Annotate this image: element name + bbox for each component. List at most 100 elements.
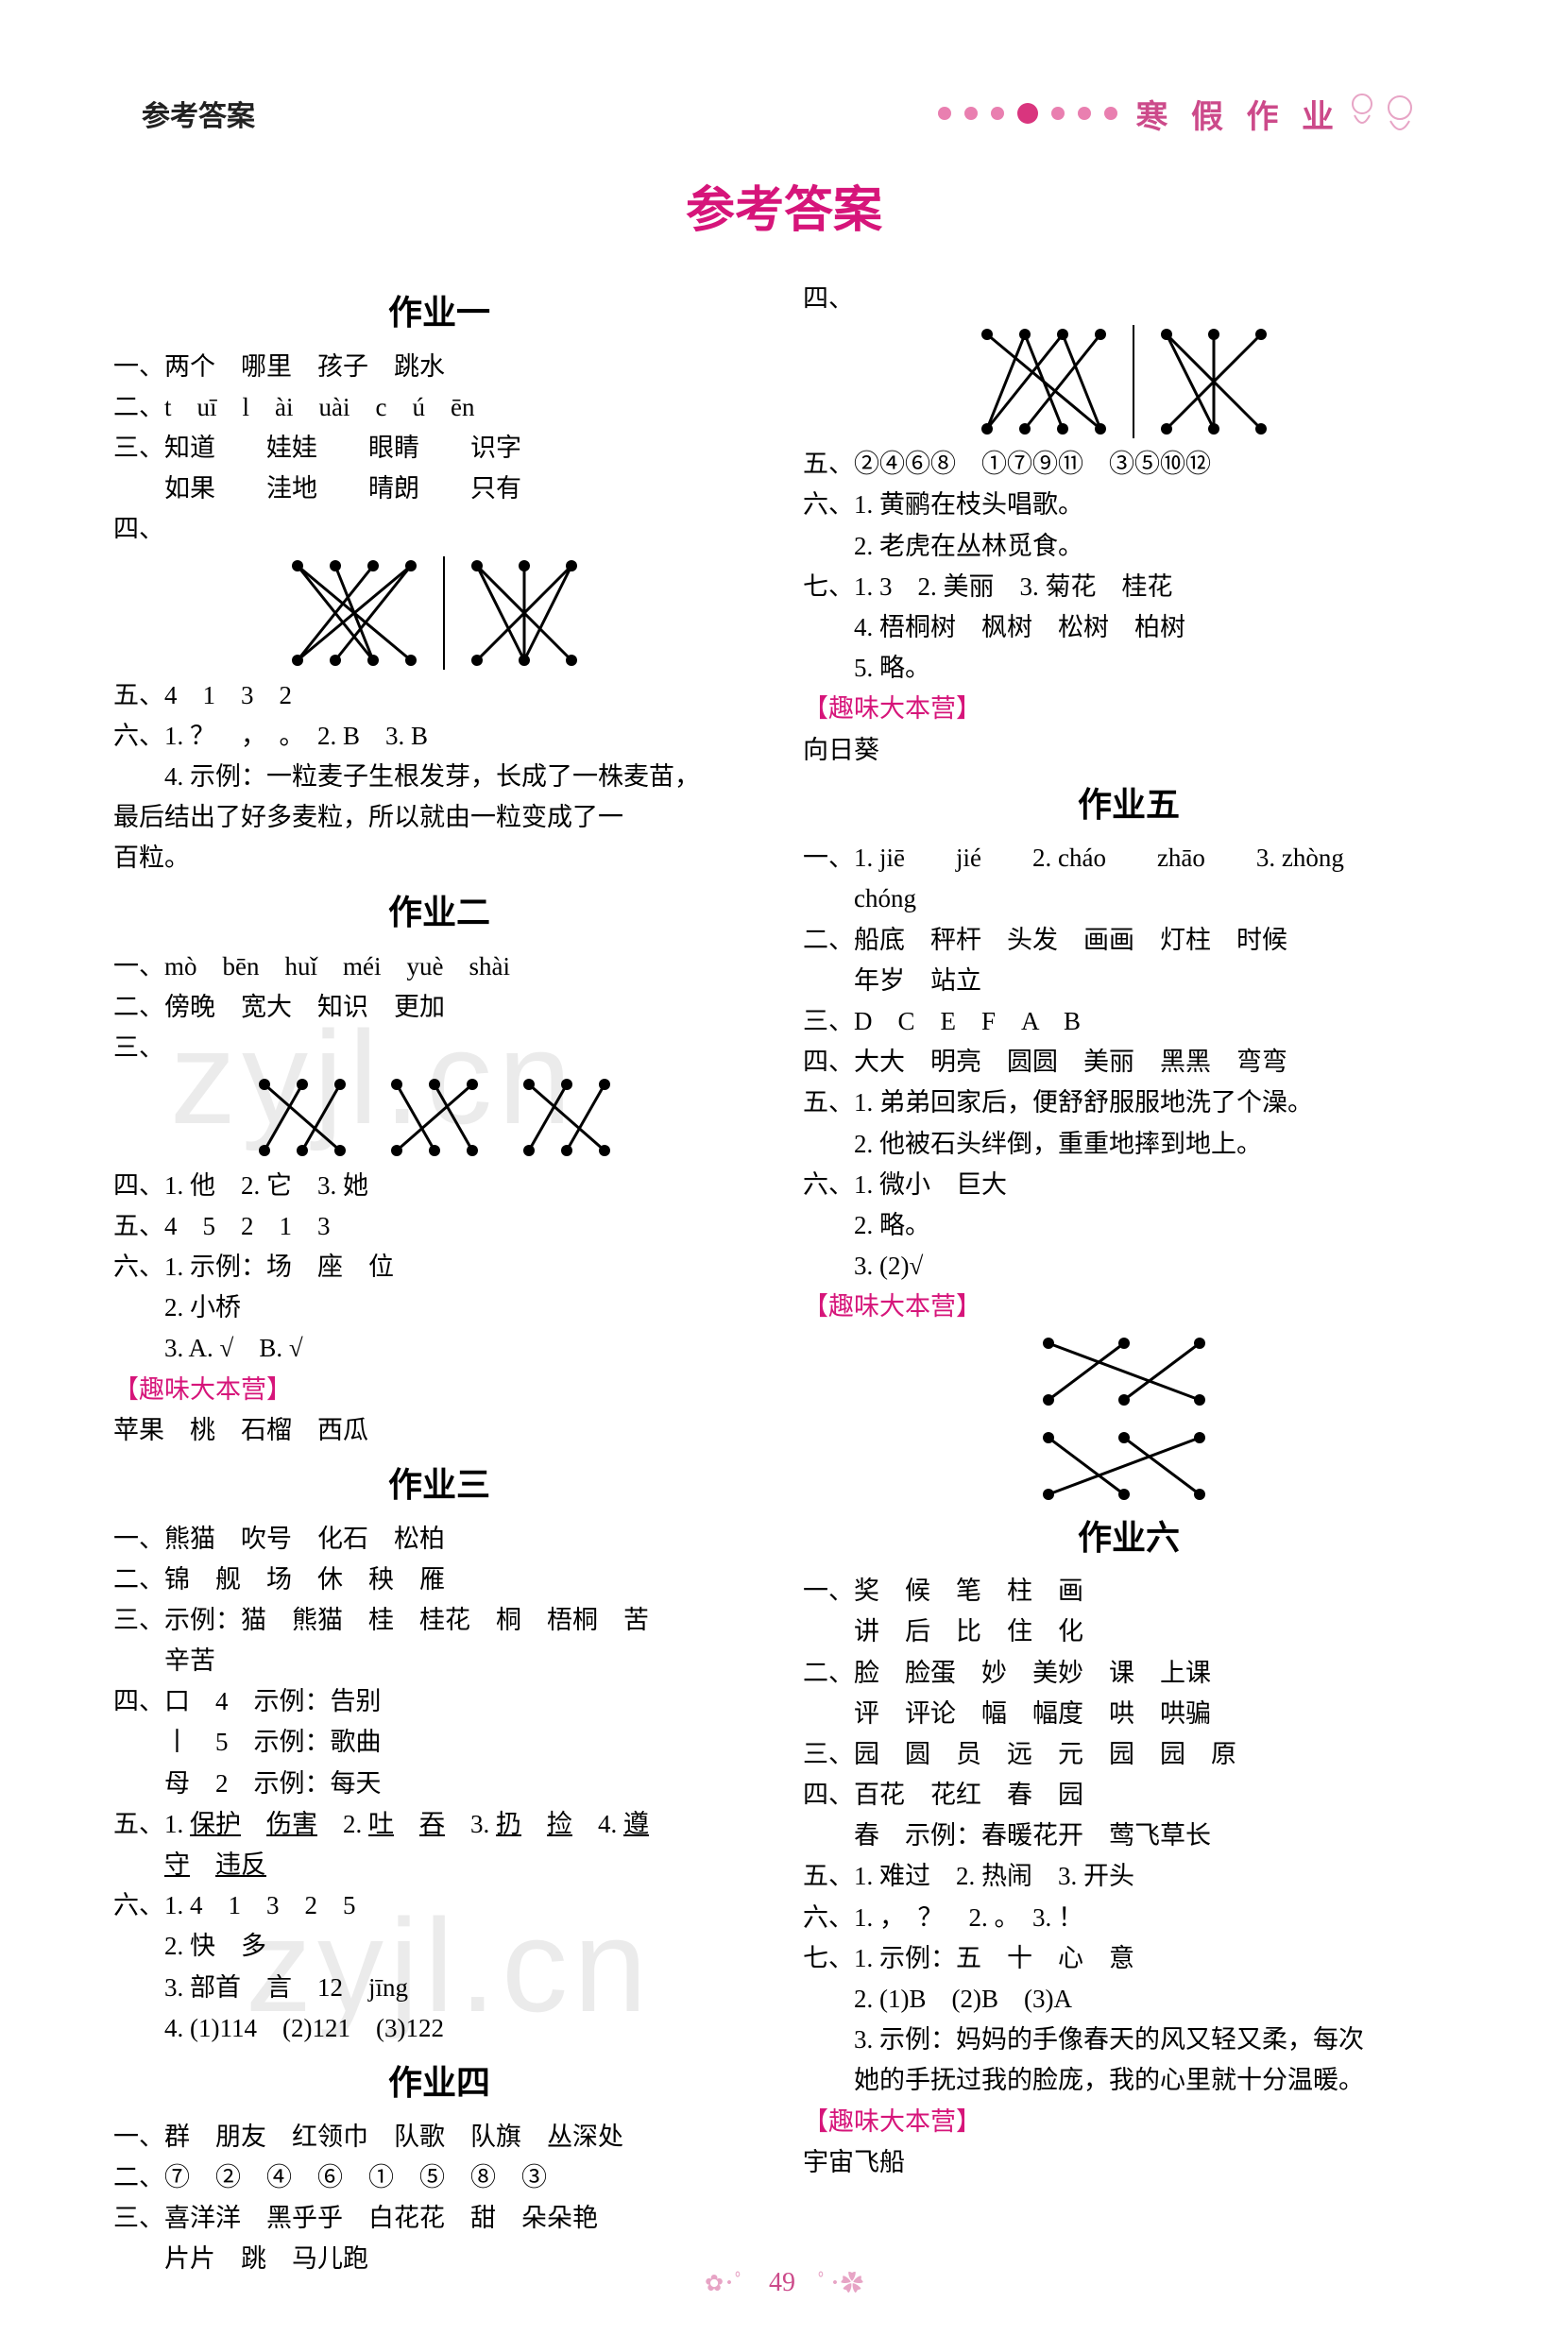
hw6-l4: 四、百花 花红 春 园: [803, 1775, 1455, 1816]
dot-icon: [1078, 107, 1091, 120]
hw3-l5row2: 守 违反: [113, 1845, 765, 1885]
hw4-title: 作业四: [113, 2056, 765, 2111]
hw5-l5: 五、1. 弟弟回家后，便舒舒服服地洗了个澡。: [803, 1083, 1455, 1123]
hw3-l5: 五、1. 保护 伤害 2. 吐 吞 3. 扔 捡 4. 遵: [113, 1804, 765, 1845]
hw6-l1: 一、奖 候 笔 柱 画: [803, 1571, 1455, 1611]
doodle-icon: [1341, 85, 1426, 142]
hw4-l2: 二、⑦ ② ④ ⑥ ① ⑤ ⑧ ③: [113, 2157, 765, 2198]
hw5-fun-diagram: [1030, 1334, 1228, 1504]
hw5-title: 作业五: [803, 778, 1455, 833]
hw5-l4: 四、大大 明亮 圆圆 美丽 黑黑 弯弯: [803, 1042, 1455, 1083]
hw5-l2b: 年岁 站立: [803, 961, 1455, 1001]
hw5-l3: 三、D C E F A B: [803, 1001, 1455, 1042]
hw2-l5: 五、4 5 2 1 3: [113, 1206, 765, 1247]
page-number-wrap: ✿･ﾟ 49 ﾟ･✿: [0, 2264, 1568, 2298]
hw3-l5i: 违反: [215, 1850, 266, 1879]
hw3-l5f: 捡: [547, 1810, 572, 1838]
hw4c-fun: 【趣味大本营】: [803, 689, 1455, 729]
hw3-l5a: 保护: [190, 1810, 241, 1838]
hw2-q3-diagram: [255, 1075, 623, 1160]
hw4c-l7c: 5. 略。: [803, 648, 1455, 689]
header-right: 寒 假 作 业: [1136, 91, 1342, 137]
hw4c-l7: 七、1. 3 2. 美丽 3. 菊花 桂花: [803, 567, 1455, 607]
hw3-l3: 三、示例：猫 熊猫 桂 桂花 桐 梧桐 苦: [113, 1600, 765, 1641]
hw1-l4: 四、: [113, 509, 765, 550]
hw2-l6b: 2. 小桥: [113, 1287, 765, 1328]
hw5-l6: 六、1. 微小 巨大: [803, 1165, 1455, 1205]
hw6-l7c: 3. 示例：妈妈的手像春天的风又轻又柔，每次: [803, 2020, 1455, 2060]
hw5-l1: 一、1. jiē jié 2. cháo zhāo 3. zhòng: [803, 838, 1455, 878]
hw1-l2: 二、t uī l ài uài c ú ēn: [113, 387, 765, 428]
hw3-title: 作业三: [113, 1458, 765, 1513]
hw1-l6: 六、1. ？ ， 。 2. B 3. B: [113, 716, 765, 757]
hw2-l6c: 3. A. √ B. √: [113, 1328, 765, 1369]
hw5-l2: 二、船底 秤杆 头发 画画 灯柱 时候: [803, 920, 1455, 961]
hw6-l6: 六、1. ， ？ 2. 。 3. ！: [803, 1898, 1455, 1938]
hw3-l4c: 母 2 示例：每天: [113, 1764, 765, 1804]
flower-icon: ﾟ･✿: [818, 2272, 863, 2296]
dot-icon: [1104, 107, 1117, 120]
s: [190, 1850, 215, 1879]
hw6-fun: 【趣味大本营】: [803, 2102, 1455, 2142]
hw2-l2: 二、傍晚 宽大 知识 更加: [113, 987, 765, 1028]
hw1-l6c: 最后结出了好多麦粒，所以就由一粒变成了一: [113, 797, 765, 838]
hw3-l2: 二、锦 舰 场 休 秧 雁: [113, 1560, 765, 1600]
hw5-l1b: chóng: [803, 878, 1455, 919]
hw3-l5b: 伤害: [266, 1810, 317, 1838]
hw5-l6b: 2. 略。: [803, 1205, 1455, 1246]
hw1-l5: 五、4 1 3 2: [113, 675, 765, 716]
hw1-l6d: 百粒。: [113, 838, 765, 878]
s: 2.: [317, 1810, 368, 1838]
hw3-l6: 六、1. 4 1 3 2 5: [113, 1885, 765, 1926]
header-dots: [255, 103, 1117, 124]
hw1-l3b: 如果 洼地 晴朗 只有: [113, 469, 765, 509]
hw4c-l4: 四、: [803, 279, 1455, 319]
hw4c-l5: 五、②④⑥⑧ ①⑦⑨⑪ ③⑤⑩⑫: [803, 444, 1455, 485]
hw1-title: 作业一: [113, 286, 765, 341]
hw2-l3: 三、: [113, 1028, 765, 1068]
s: [394, 1810, 419, 1838]
page-number: 49: [750, 2268, 814, 2298]
hw6-l2b: 评 评论 幅 幅度 哄 哄骗: [803, 1694, 1455, 1734]
hw4c-l6: 六、1. 黄鹂在枝头唱歌。: [803, 485, 1455, 525]
hw5-fun: 【趣味大本营】: [803, 1287, 1455, 1327]
left-column: 作业一 一、两个 哪里 孩子 跳水 二、t uī l ài uài c ú ēn…: [113, 279, 765, 2279]
hw3-l5h: 守: [164, 1850, 190, 1879]
hw3-l1: 一、熊猫 吹号 化石 松柏: [113, 1519, 765, 1560]
hw3-l5p: 五、1.: [113, 1810, 190, 1838]
hw2-title: 作业二: [113, 886, 765, 941]
hw2-fun: 【趣味大本营】: [113, 1370, 765, 1410]
page-header: 参考答案 寒 假 作 业: [113, 85, 1455, 142]
hw3-l5c: 吐: [368, 1810, 394, 1838]
main-title: 参考答案: [113, 170, 1455, 241]
dot-icon: [1017, 103, 1038, 124]
hw6-l3: 三、园 圆 员 远 元 园 园 原: [803, 1734, 1455, 1775]
hw6-l7b: 2. (1)B (2)B (3)A: [803, 1979, 1455, 2020]
columns: 作业一 一、两个 哪里 孩子 跳水 二、t uī l ài uài c ú ēn…: [113, 279, 1455, 2279]
hw2-l1: 一、mò bēn huǐ méi yuè shài: [113, 946, 765, 987]
hw3-l6b: 2. 快 多: [113, 1926, 765, 1967]
hw5-l6c: 3. (2)√: [803, 1246, 1455, 1287]
hw6-l7d: 她的手抚过我的脸庞，我的心里就十分温暖。: [803, 2060, 1455, 2101]
hw3-l5d: 吞: [419, 1810, 445, 1838]
s: [521, 1810, 547, 1838]
s: 3.: [445, 1810, 496, 1838]
hw3-l4: 四、口 4 示例：告别: [113, 1681, 765, 1722]
dot-icon: [938, 107, 951, 120]
flower-icon: ✿･ﾟ: [705, 2272, 746, 2296]
hw6-l7: 七、1. 示例：五 十 心 意: [803, 1938, 1455, 1979]
hw4-l1: 一、群 朋友 红领巾 队歌 队旗 丛深处: [113, 2117, 765, 2157]
hw1-l1: 一、两个 哪里 孩子 跳水: [113, 347, 765, 387]
hw3-l4b: 丨 5 示例：歌曲: [113, 1722, 765, 1763]
hw3-l5e: 扔: [496, 1810, 521, 1838]
hw4c-l6b: 2. 老虎在丛林觅食。: [803, 526, 1455, 567]
hw1-q4-diagram: [279, 556, 600, 670]
hw1-l6b: 4. 示例：一粒麦子生根发芽，长成了一株麦苗，: [113, 757, 765, 797]
hw1-l3: 三、知道 娃娃 眼睛 识字: [113, 428, 765, 469]
hw4c-l7b: 4. 梧桐树 枫树 松树 柏树: [803, 607, 1455, 648]
hw2-funb: 苹果 桃 石榴 西瓜: [113, 1410, 765, 1451]
hw2-l4: 四、1. 他 2. 它 3. 她: [113, 1166, 765, 1206]
hw6-title: 作业六: [803, 1511, 1455, 1566]
hw3-l5g: 遵: [623, 1810, 649, 1838]
page: zyjl.cn zyjl.cn 参考答案 寒 假 作 业 参考答案 作业一 一、…: [0, 0, 1568, 2336]
